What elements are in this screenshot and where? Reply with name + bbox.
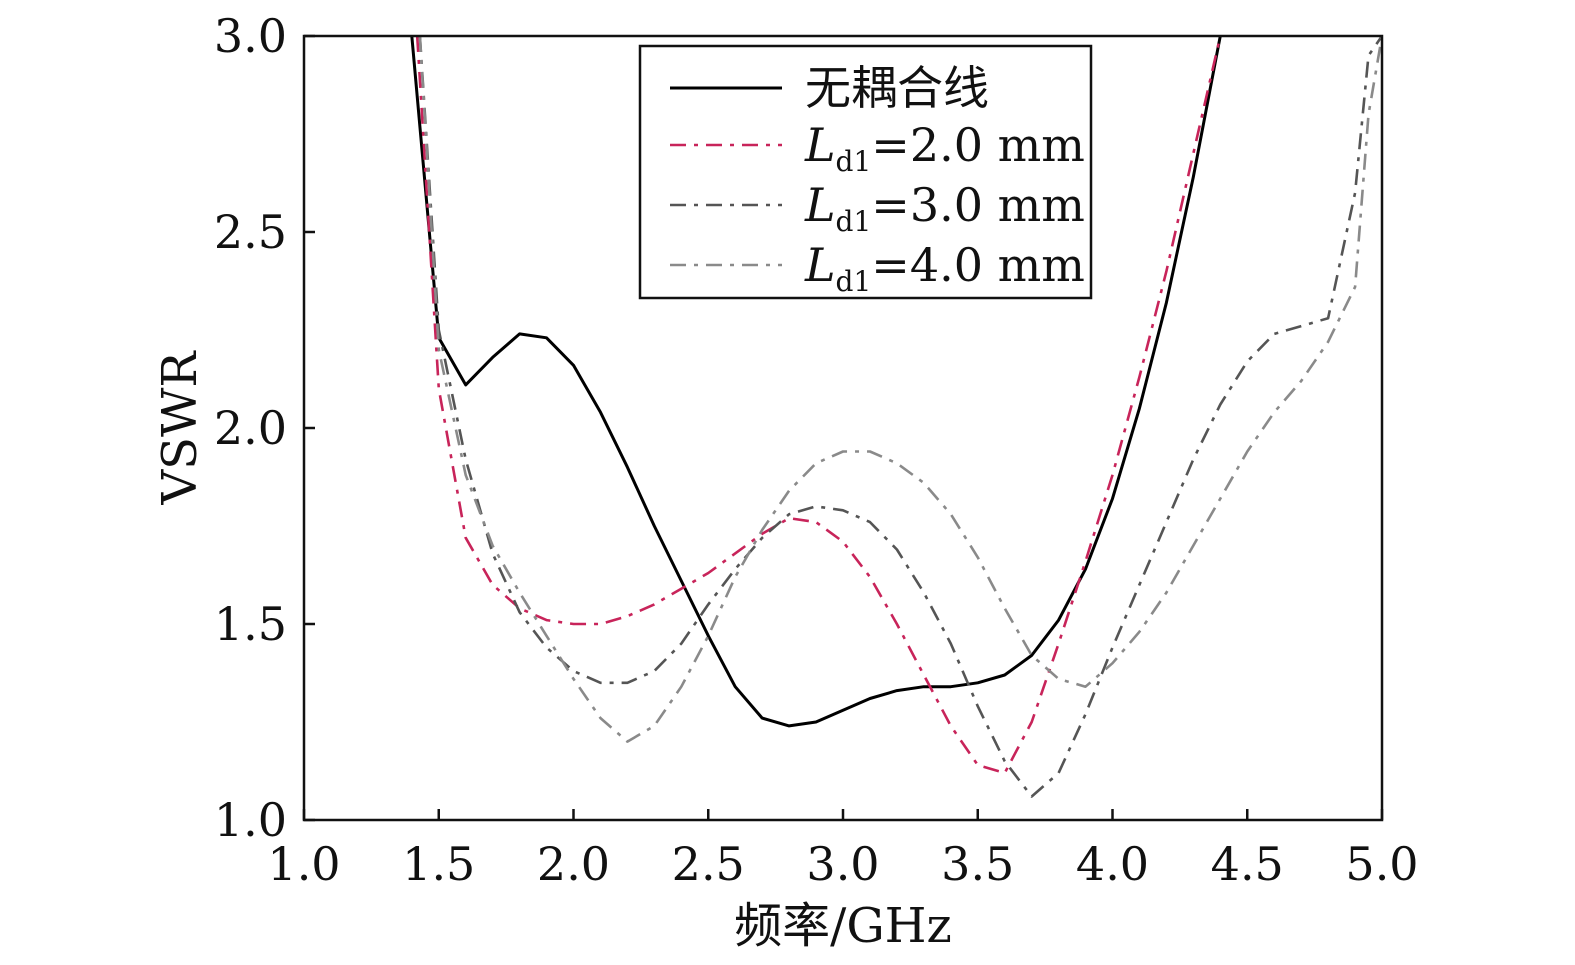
tick-labels: 1.0 1.5 2.0 2.5 3.0 3.5 4.0 4.5 5.0 1.0 1.5 2.0 2.5 3… — [214, 9, 1419, 891]
y-tick-label: 3.0 — [214, 9, 287, 63]
legend-label-value: =2.0 mm — [871, 118, 1085, 172]
y-tick-label: 2.5 — [214, 205, 287, 259]
legend-label-main: L — [804, 178, 836, 232]
x-tick-label: 4.0 — [1076, 837, 1149, 891]
series-line-2 — [415, 36, 1222, 775]
legend-label-3: Ld1=3.0 mm — [804, 178, 1085, 238]
series-line-4 — [418, 36, 1382, 743]
x-tick-label: 1.5 — [402, 837, 475, 891]
legend-label-main: L — [804, 238, 836, 292]
legend-label-subscript: d1 — [836, 265, 872, 298]
x-tick-label: 4.5 — [1211, 837, 1284, 891]
axis-ticks — [302, 34, 1384, 822]
series-line-3 — [418, 36, 1382, 798]
legend-label-value: =4.0 mm — [871, 238, 1085, 292]
y-tick-label: 1.0 — [214, 793, 287, 847]
x-tick-label: 2.5 — [672, 837, 745, 891]
x-tick-label: 5.0 — [1345, 837, 1418, 891]
legend-label-value: =3.0 mm — [871, 178, 1085, 232]
legend-label-subscript: d1 — [836, 145, 872, 178]
legend-label-2: Ld1=2.0 mm — [804, 118, 1085, 178]
x-tick-label: 3.0 — [806, 837, 879, 891]
legend-label-main: L — [804, 118, 836, 172]
y-axis-title: VSWR — [152, 350, 208, 506]
x-tick-label: 1.0 — [267, 837, 340, 891]
series-line-1 — [410, 36, 1222, 728]
x-tick-label: 3.5 — [941, 837, 1014, 891]
x-tick-label: 2.0 — [537, 837, 610, 891]
legend-label-subscript: d1 — [836, 205, 872, 238]
y-tick-label: 2.0 — [214, 401, 287, 455]
legend-label-4: Ld1=4.0 mm — [804, 238, 1085, 298]
legend-label-main: 无耦合线 — [805, 61, 989, 115]
legend-label-1: 无耦合线 — [805, 61, 989, 115]
y-tick-label: 1.5 — [214, 597, 287, 651]
plot-lines — [410, 36, 1382, 798]
x-axis-title: 频率/GHz — [734, 898, 952, 954]
